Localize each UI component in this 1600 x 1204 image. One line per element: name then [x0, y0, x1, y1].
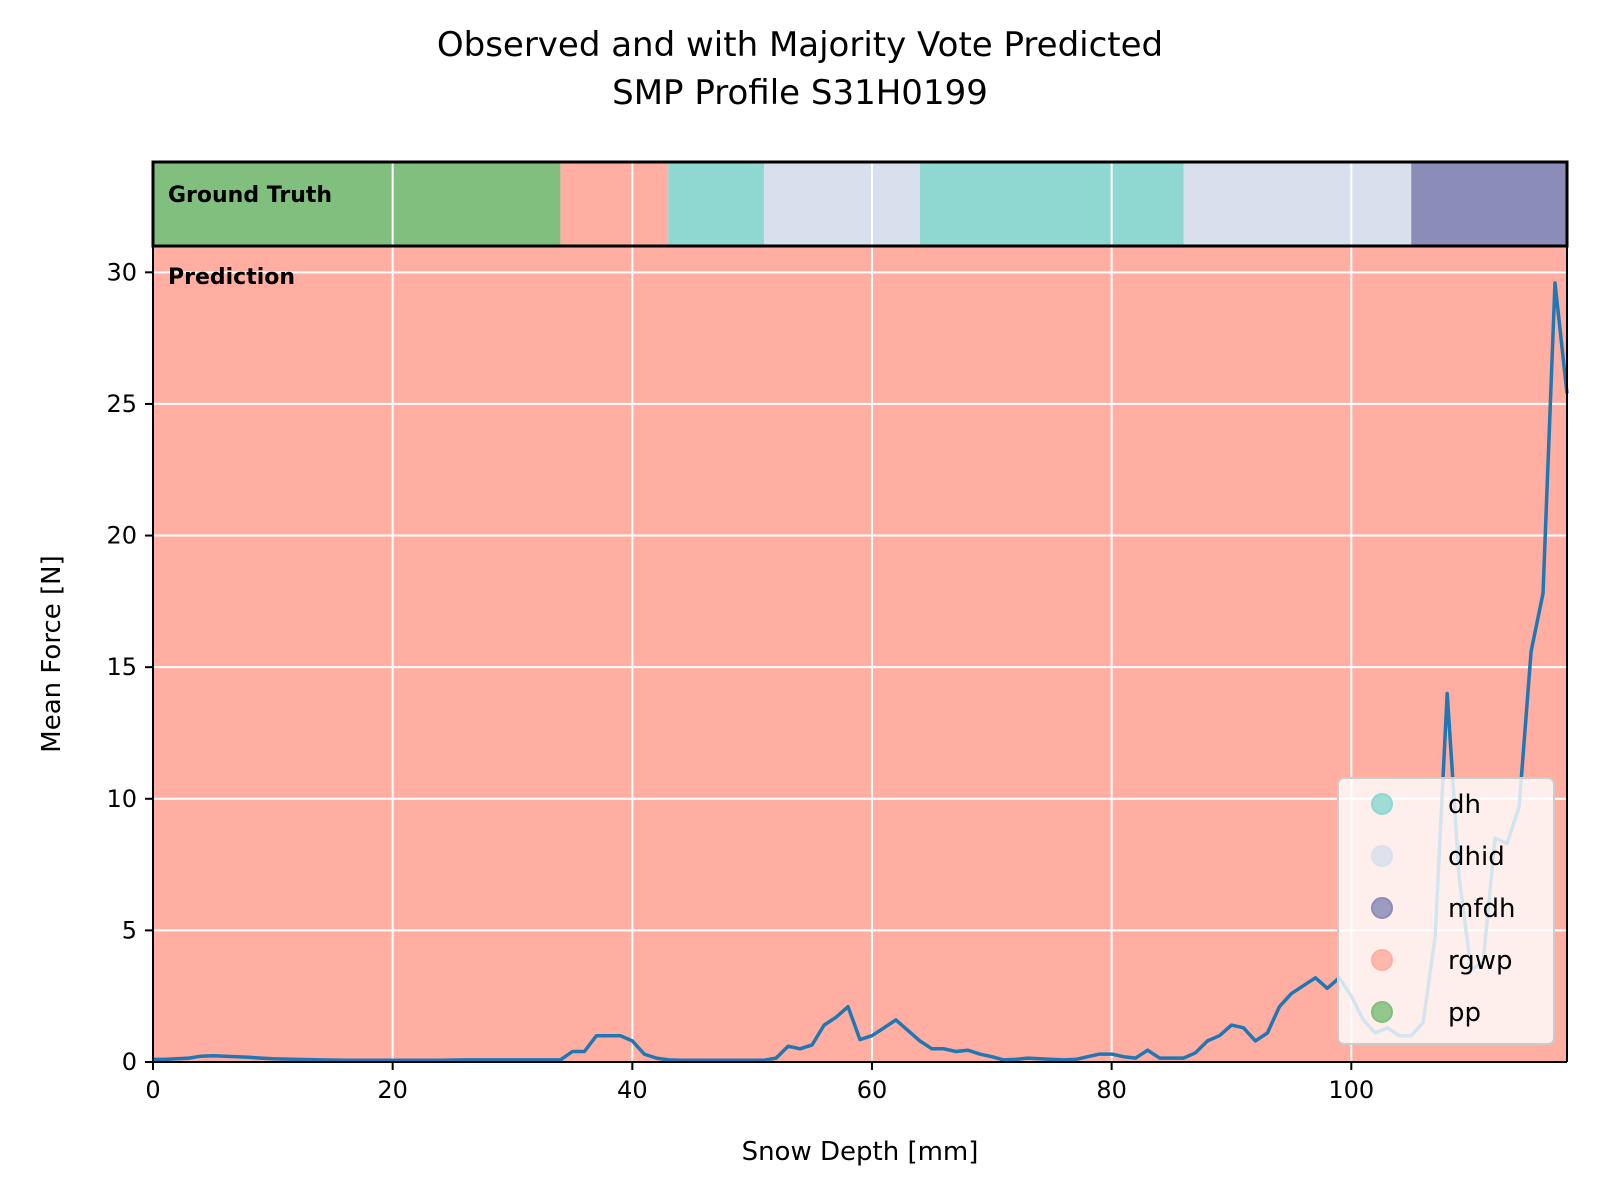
y-tick-label: 15 [106, 653, 137, 681]
legend-label-mfdh: mfdh [1448, 894, 1515, 924]
y-tick-label: 30 [106, 258, 137, 286]
prediction-label: Prediction [168, 265, 295, 290]
ground-truth-frame [151, 160, 1569, 248]
ground-truth-band-dh [668, 162, 765, 246]
ground-truth-band-dh [919, 162, 1184, 246]
prediction-band-rgwp [153, 246, 1567, 1062]
legend-marker-mfdh [1371, 897, 1393, 919]
legend-marker-dh [1371, 793, 1393, 815]
x-tick-label: 40 [617, 1076, 648, 1104]
legend-marker-pp [1371, 1001, 1393, 1023]
legend-label-dh: dh [1448, 790, 1481, 820]
legend-label-dhid: dhid [1448, 842, 1505, 872]
legend-marker-dhid [1371, 845, 1393, 867]
x-axis-label: Snow Depth [mm] [742, 1137, 979, 1167]
legend-label-rgwp: rgwp [1448, 946, 1513, 976]
ground-truth-label: Ground Truth [168, 183, 332, 208]
x-tick-label: 100 [1328, 1076, 1374, 1104]
legend: dh dhid mfdh rgwp pp [1337, 777, 1555, 1045]
legend-box [1337, 777, 1555, 1045]
legend-label-pp: pp [1448, 998, 1481, 1028]
x-tick-label: 20 [377, 1076, 408, 1104]
x-tick-label: 80 [1096, 1076, 1127, 1104]
ground-truth-band-dhid [764, 162, 920, 246]
y-tick-label: 25 [106, 390, 137, 418]
ground-truth-bands [153, 162, 1567, 246]
chart-subtitle: SMP Profile S31H0199 [612, 73, 988, 113]
y-tick-label: 20 [106, 522, 137, 550]
ground-truth-band-pp [153, 162, 561, 246]
ground-truth-band-mfdh [1411, 162, 1567, 246]
x-tick-label: 60 [857, 1076, 888, 1104]
y-tick-label: 0 [122, 1048, 137, 1076]
ground-truth-band-dhid [1183, 162, 1412, 246]
y-tick-label: 5 [122, 916, 137, 944]
prediction-bands [153, 246, 1567, 1062]
y-tick-label: 10 [106, 785, 137, 813]
y-axis-label: Mean Force [N] [37, 555, 67, 752]
ground-truth-band-rgwp [560, 162, 669, 246]
axis-ticks: 0 20 40 60 80 100 0 5 10 15 20 25 30 [106, 258, 1374, 1104]
chart-title: Observed and with Majority Vote Predicte… [437, 25, 1163, 65]
legend-marker-rgwp [1371, 949, 1393, 971]
x-tick-label: 0 [145, 1076, 160, 1104]
